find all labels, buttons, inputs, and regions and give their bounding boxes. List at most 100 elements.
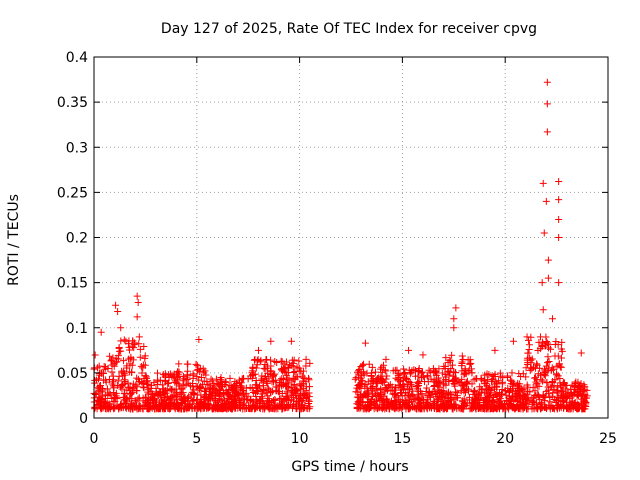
data-point [253, 357, 261, 365]
data-point [501, 387, 509, 395]
data-point [506, 386, 514, 394]
data-point [426, 389, 434, 397]
data-point [361, 339, 369, 347]
x-tick-label: 15 [393, 431, 411, 447]
data-point [154, 369, 162, 377]
data-point [550, 366, 558, 374]
data-point [376, 365, 384, 373]
data-point [201, 393, 209, 401]
data-point [306, 359, 314, 367]
data-point [302, 362, 310, 370]
chart-title: Day 127 of 2025, Rate Of TEC Index for r… [161, 21, 537, 37]
data-point [91, 391, 99, 399]
data-point [300, 374, 308, 382]
data-point [555, 279, 563, 287]
data-point [121, 371, 129, 379]
data-point [182, 404, 190, 411]
data-point [559, 387, 567, 395]
data-point [567, 405, 575, 413]
data-point [573, 404, 581, 412]
data-point [252, 381, 260, 389]
data-point [197, 382, 205, 390]
data-point [421, 378, 429, 386]
data-point [452, 388, 460, 396]
data-point [299, 398, 307, 406]
data-point [195, 376, 203, 384]
data-point [539, 306, 547, 314]
data-point [567, 390, 575, 398]
data-point [106, 352, 114, 360]
data-point [161, 387, 169, 395]
y-tick-label: 0.1 [66, 321, 88, 337]
data-point [479, 402, 487, 410]
data-point [296, 382, 304, 390]
data-point [122, 403, 130, 411]
data-point [117, 347, 125, 355]
data-point [517, 373, 525, 381]
data-point [260, 364, 268, 372]
data-point [179, 395, 187, 403]
data-point [271, 396, 279, 404]
data-point [147, 387, 155, 395]
data-point [363, 392, 371, 400]
data-point [556, 363, 564, 371]
data-point [127, 390, 135, 398]
data-point [293, 386, 301, 394]
data-point [162, 377, 170, 385]
data-point [290, 369, 298, 377]
data-point [475, 405, 483, 413]
data-point [174, 368, 182, 376]
data-point [240, 390, 248, 398]
data-point [541, 397, 549, 405]
data-point [528, 355, 536, 363]
data-point [196, 364, 204, 372]
data-point [238, 375, 246, 383]
data-point [516, 389, 524, 397]
data-point [305, 389, 313, 397]
data-point [444, 367, 452, 375]
data-point [173, 375, 181, 383]
data-point [555, 178, 563, 186]
y-tick-label: 0.15 [57, 276, 88, 292]
data-point [101, 391, 109, 399]
data-point [435, 365, 443, 373]
data-point [490, 373, 498, 381]
data-point [104, 365, 112, 373]
data-point [522, 400, 530, 408]
data-point [306, 383, 314, 391]
data-point [558, 338, 566, 346]
data-point [508, 369, 516, 377]
data-point [436, 377, 444, 385]
data-point [526, 388, 534, 396]
data-point [232, 399, 240, 407]
data-point [560, 403, 568, 411]
grid-lines [94, 57, 608, 418]
data-point [427, 403, 435, 411]
data-point [147, 403, 155, 411]
data-point [540, 229, 548, 237]
data-point [133, 313, 141, 321]
data-point [448, 405, 456, 413]
data-point [197, 404, 205, 412]
data-point [402, 388, 410, 396]
data-point [453, 392, 461, 400]
data-point [451, 375, 459, 383]
axis-ticks [93, 56, 609, 419]
data-point [583, 386, 591, 394]
data-point [541, 367, 549, 375]
data-point [91, 376, 99, 384]
data-point [114, 308, 122, 316]
data-point [525, 336, 533, 344]
data-point [173, 392, 181, 400]
data-point [110, 376, 118, 384]
data-point [548, 392, 556, 400]
data-point [538, 279, 546, 287]
data-point [168, 373, 176, 381]
data-point [118, 367, 126, 375]
data-point [442, 354, 450, 362]
data-point [577, 349, 585, 357]
data-point [539, 340, 547, 348]
x-tick-label: 5 [192, 431, 201, 447]
data-point [139, 361, 147, 369]
data-point [246, 384, 254, 392]
